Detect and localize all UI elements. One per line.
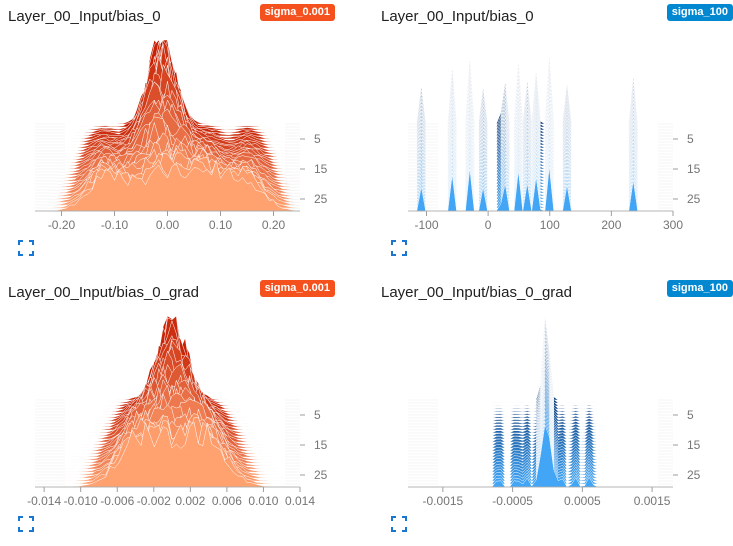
y-tick-label: 25 [687,192,701,206]
histogram-slice [408,159,673,206]
histogram-slice [408,75,673,140]
x-tick-label: 0.006 [212,494,242,508]
histogram-slice [408,143,673,194]
y-tick-label: 15 [314,162,328,176]
x-tick-label: -100 [414,218,438,232]
histogram-slice [408,67,673,134]
histogram-chart: -100 0 100 200 300 5 15 25 [408,56,701,232]
histogram-slice [408,82,673,146]
y-tick-label: 25 [314,192,328,206]
histogram-slice [408,147,673,197]
histogram-slice [408,117,673,173]
card-title: Layer_00_Input/bias_0 [381,8,534,25]
histogram-slice [408,166,673,212]
x-tick-label: -0.006 [100,494,134,508]
histogram-slice [408,151,673,200]
expand-icon[interactable] [391,240,407,256]
x-tick-label: 0.0015 [634,494,671,508]
expand-icon[interactable] [391,516,407,532]
x-tick-label: 0.00 [156,218,180,232]
x-tick-label: 0.002 [175,494,205,508]
y-tick-label: 15 [314,438,328,452]
y-tick-label: 25 [687,468,701,482]
card-title: Layer_00_Input/bias_0_grad [381,284,572,301]
x-tick-label: -0.20 [48,218,76,232]
expand-icon[interactable] [18,516,34,532]
x-tick-label: 0.20 [262,218,286,232]
x-tick-label: -0.0005 [492,494,533,508]
histogram-card-4: Layer_00_Input/bias_0_grad sigma_100 -0.… [373,276,733,546]
histogram-slice [408,63,673,131]
y-tick-label: 5 [314,132,321,146]
histogram-slice [408,94,673,155]
x-tick-label: -0.010 [64,494,98,508]
y-tick-label: 15 [687,162,701,176]
histogram-slice [408,128,673,182]
expand-icon[interactable] [18,240,34,256]
card-title: Layer_00_Input/bias_0_grad [8,284,199,301]
histogram-card-3: Layer_00_Input/bias_0_grad sigma_0.001 -… [0,276,360,546]
histogram-slice [408,121,673,176]
histogram-card-2: Layer_00_Input/bias_0 sigma_100 -100 0 100… [373,0,733,270]
x-tick-label: 0.014 [285,494,315,508]
x-tick-label: -0.002 [137,494,171,508]
run-badge: sigma_100 [666,280,733,297]
histogram-slice [408,71,673,137]
y-tick-label: 25 [314,468,328,482]
y-tick-label: 5 [687,132,694,146]
histogram-slice [408,420,673,485]
histogram-slice [408,136,673,188]
histogram-chart: -0.0015 -0.0005 0.0005 0.0015 5 15 25 [408,316,701,508]
histogram-slice [408,101,673,161]
histogram-slice [408,163,673,209]
histogram-slice [408,79,673,143]
histogram-slice [408,155,673,203]
x-tick-label: -0.10 [101,218,129,232]
histogram-slice [408,109,673,167]
y-tick-label: 15 [687,438,701,452]
x-tick-label: 0 [485,218,492,232]
histogram-chart: -0.014 -0.010 -0.006 -0.002 0.002 0.006 0.010 0… [27,315,328,508]
x-tick-label: 100 [540,218,560,232]
histogram-card-1: Layer_00_Input/bias_0 sigma_0.001 -0.20-… [0,0,360,270]
histogram-slice [408,98,673,158]
card-title: Layer_00_Input/bias_0 [8,8,161,25]
histogram-slice [408,124,673,179]
x-tick-label: 200 [601,218,621,232]
histogram-slice [35,421,300,488]
histogram-slice [408,86,673,149]
histogram-chart: -0.20 -0.10 0.00 0.10 0.20 5 15 25 [35,39,328,232]
histogram-slice [408,140,673,191]
run-badge: sigma_0.001 [259,280,335,297]
y-tick-label: 5 [314,408,321,422]
run-badge: sigma_100 [666,4,733,21]
histogram-slice [408,113,673,170]
run-badge: sigma_0.001 [259,4,335,21]
histogram-slice [408,132,673,185]
x-tick-label: 0.10 [209,218,233,232]
x-tick-label: 0.0005 [564,494,601,508]
histogram-slice [408,105,673,164]
histogram-slice [408,90,673,152]
histogram-slice [408,59,673,128]
y-tick-label: 5 [687,408,694,422]
histogram-slice [408,56,673,125]
x-tick-label: 300 [663,218,683,232]
x-tick-label: 0.010 [248,494,278,508]
x-tick-label: -0.0015 [423,494,464,508]
histogram-slice [35,159,301,212]
x-tick-label: -0.014 [27,494,61,508]
